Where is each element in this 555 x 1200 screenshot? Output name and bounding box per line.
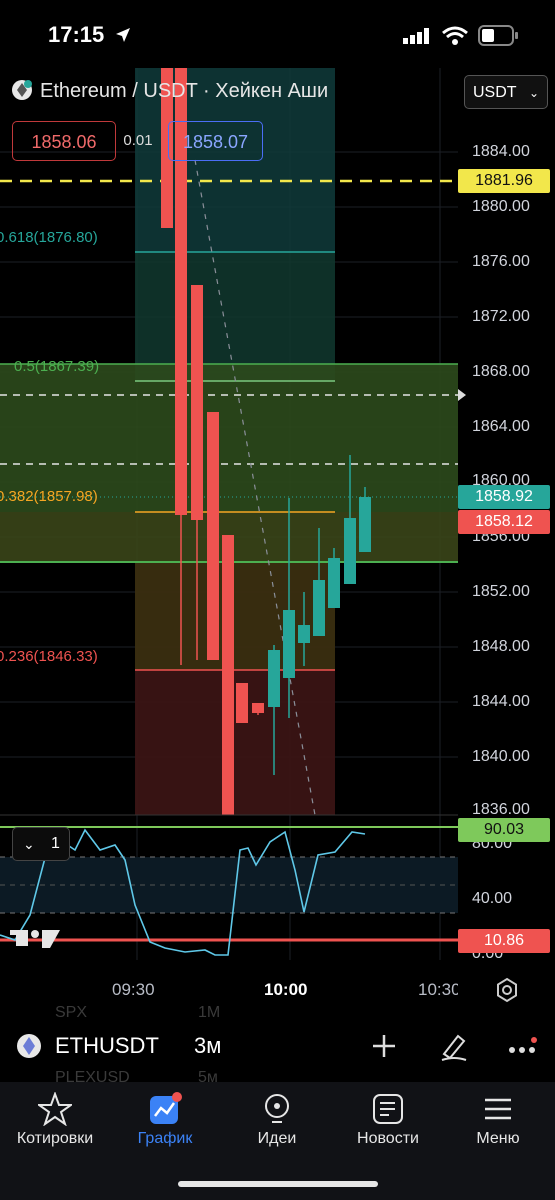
- y-label: 1880.00: [472, 198, 530, 215]
- sell-price-button[interactable]: 1858.06: [12, 121, 116, 161]
- nav-item-menu[interactable]: Меню: [443, 1082, 553, 1148]
- symbol-button[interactable]: ETHUSDT: [55, 1033, 159, 1058]
- x-label: 10:30: [418, 980, 458, 999]
- currency-select[interactable]: USDT ⌄: [464, 75, 548, 109]
- y-label: 1852.00: [472, 583, 530, 600]
- fib-zone-382: [135, 562, 335, 670]
- plus-icon[interactable]: [370, 1032, 398, 1060]
- y-label: 1868.00: [472, 363, 530, 380]
- candle-body: [207, 412, 219, 660]
- indicator-collapse-button[interactable]: ⌄ 1: [12, 827, 70, 861]
- currency-select-value: USDT: [473, 84, 517, 101]
- symbol-bar: SPX 1M PLEXUSD 5м: [0, 1004, 555, 1086]
- candle-body: [283, 610, 295, 678]
- trend-line[interactable]: [194, 159, 316, 816]
- fib-zone-236: [135, 670, 335, 815]
- pen-icon[interactable]: [438, 1030, 470, 1062]
- candle-body: [313, 580, 325, 636]
- candle-body: [252, 703, 264, 713]
- more-icon[interactable]: [504, 1036, 540, 1058]
- signal-icon: [403, 28, 429, 44]
- candle-body: [328, 558, 340, 608]
- nav-item-ideas[interactable]: Идеи: [222, 1082, 332, 1148]
- chart-title-text: Ethereum / USDT · Хейкен Аши: [40, 80, 329, 102]
- wifi-icon: [442, 26, 468, 45]
- menu-icon: [481, 1092, 515, 1126]
- ghost-timeframe: 5м: [198, 1069, 218, 1086]
- nav-item-chart[interactable]: График: [110, 1082, 220, 1148]
- indicator-y-label: 40.00: [472, 890, 513, 907]
- chart-settings-icon[interactable]: [494, 977, 520, 1003]
- last-price-tag: 1858.92: [458, 485, 550, 509]
- y-label: 1884.00: [472, 143, 530, 160]
- news-icon: [371, 1092, 405, 1126]
- spread-value: 0.01: [123, 132, 153, 149]
- fib-zone-618: [135, 252, 335, 382]
- fib-label-618: 0.618(1876.80): [0, 229, 98, 246]
- crosshair-arrow-icon: [458, 389, 466, 401]
- price-chart[interactable]: [0, 68, 555, 1020]
- nav-label: График: [137, 1130, 193, 1147]
- indicator-lower-tag: 10.86: [458, 929, 550, 953]
- ghost-symbol: SPX: [55, 1004, 88, 1021]
- chevron-down-icon: ⌄: [528, 86, 539, 100]
- bid-price-tag: 1858.12: [458, 510, 550, 534]
- ghost-timeframe: 1M: [198, 1004, 221, 1021]
- candle-body: [161, 68, 173, 228]
- nav-item-news[interactable]: Новости: [333, 1082, 443, 1148]
- status-time: 17:15: [48, 22, 105, 47]
- y-label: 1836.00: [472, 801, 530, 815]
- nav-label: Котировки: [16, 1130, 94, 1147]
- nav-label: Идеи: [257, 1130, 297, 1147]
- chart-icon: [148, 1092, 182, 1126]
- x-label: 10:00: [264, 980, 308, 999]
- fib-label-382: 0.382(1857.98): [0, 488, 98, 505]
- candle-body: [236, 683, 248, 723]
- y-label: 1872.00: [472, 308, 530, 325]
- timeframe-button[interactable]: 3м: [194, 1033, 222, 1058]
- bottom-nav: Котировки График Идеи Новости Меню: [0, 1082, 555, 1200]
- star-icon: [35, 1091, 75, 1127]
- ethereum-logo-icon: [12, 80, 32, 100]
- fib-label-236: 0.236(1846.33): [0, 648, 98, 665]
- bulb-icon: [260, 1092, 294, 1126]
- nav-label: Меню: [476, 1130, 520, 1147]
- y-label: 1840.00: [472, 748, 530, 765]
- x-label: 09:30: [112, 980, 155, 999]
- y-label: 1844.00: [472, 693, 530, 710]
- candle-body: [344, 518, 356, 584]
- candle-body: [359, 497, 371, 552]
- candle-body: [175, 68, 187, 515]
- indicator-count: 1: [51, 835, 60, 852]
- tradingview-logo-icon: [10, 930, 60, 948]
- location-arrow-icon: [116, 28, 130, 42]
- ethereum-logo-icon: [17, 1034, 41, 1058]
- buy-price-button[interactable]: 1858.07: [168, 121, 263, 161]
- nav-item-quotes[interactable]: Котировки: [0, 1082, 110, 1148]
- chevron-down-icon: ⌄: [23, 836, 35, 852]
- fib-zone-500: [0, 364, 458, 512]
- y-label: 1848.00: [472, 638, 530, 655]
- candle-body: [191, 285, 203, 520]
- y-label: 1864.00: [472, 418, 530, 435]
- ghost-symbol: PLEXUSD: [55, 1069, 130, 1086]
- y-label: 1876.00: [472, 253, 530, 270]
- alert-price-tag[interactable]: 1881.96: [458, 169, 550, 193]
- home-indicator: [178, 1181, 378, 1187]
- nav-label: Новости: [357, 1130, 419, 1147]
- y-label: 1860.00: [472, 472, 530, 489]
- chart-title[interactable]: Ethereum / USDT · Хейкен Аши: [12, 80, 328, 103]
- battery-icon: [478, 25, 518, 46]
- candle-body: [268, 650, 280, 707]
- indicator-band: [0, 857, 458, 913]
- candle-body: [298, 625, 310, 643]
- candle-body: [222, 535, 234, 815]
- status-bar: 17:15: [0, 0, 555, 70]
- candles: [161, 68, 371, 815]
- indicator-upper-tag: 90.03: [458, 818, 550, 842]
- fib-label-500: 0.5(1867.39): [14, 358, 100, 375]
